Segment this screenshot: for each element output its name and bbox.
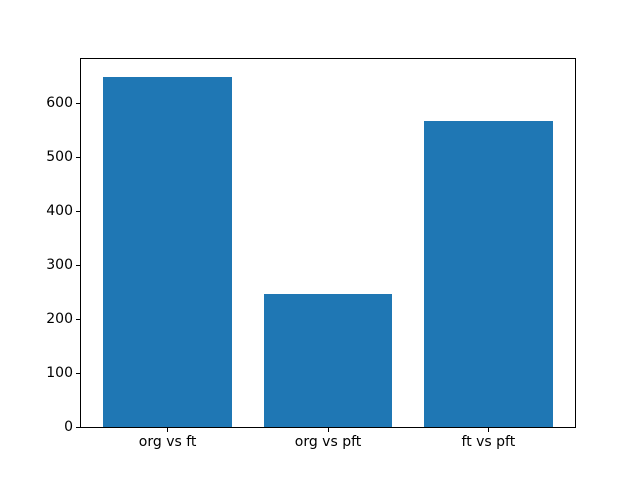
plot-area: 0 100 200 300 400 500 600 org vs ft org vs pft ft… — [46, 58, 576, 449]
y-tick-label: 200 — [46, 311, 73, 328]
x-tick-label: org vs pft — [294, 434, 362, 450]
x-tick-mark — [167, 428, 169, 432]
y-tick-mark — [76, 426, 80, 428]
y-tick-mark — [76, 318, 80, 320]
y-tick-mark — [76, 210, 80, 212]
bar-org-vs-pft — [263, 293, 393, 427]
bar-org-vs-ft — [103, 76, 232, 427]
y-tick-label: 400 — [46, 203, 73, 220]
x-tick-label: ft vs pft — [461, 434, 516, 450]
y-tick-mark — [76, 102, 80, 104]
x-tick-mark — [327, 428, 329, 432]
y-tick-mark — [76, 156, 80, 158]
y-tick-label: 0 — [64, 419, 73, 435]
y-tick-label: 600 — [46, 95, 73, 112]
x-tick-mark — [487, 428, 489, 432]
y-tick-mark — [76, 264, 80, 266]
y-tick-label: 100 — [46, 365, 73, 382]
x-tick-label: org vs ft — [138, 434, 197, 450]
y-tick-label: 500 — [46, 149, 73, 166]
y-tick-mark — [76, 372, 80, 374]
bar-ft-vs-pft — [424, 120, 553, 427]
y-tick-label: 300 — [46, 257, 73, 274]
